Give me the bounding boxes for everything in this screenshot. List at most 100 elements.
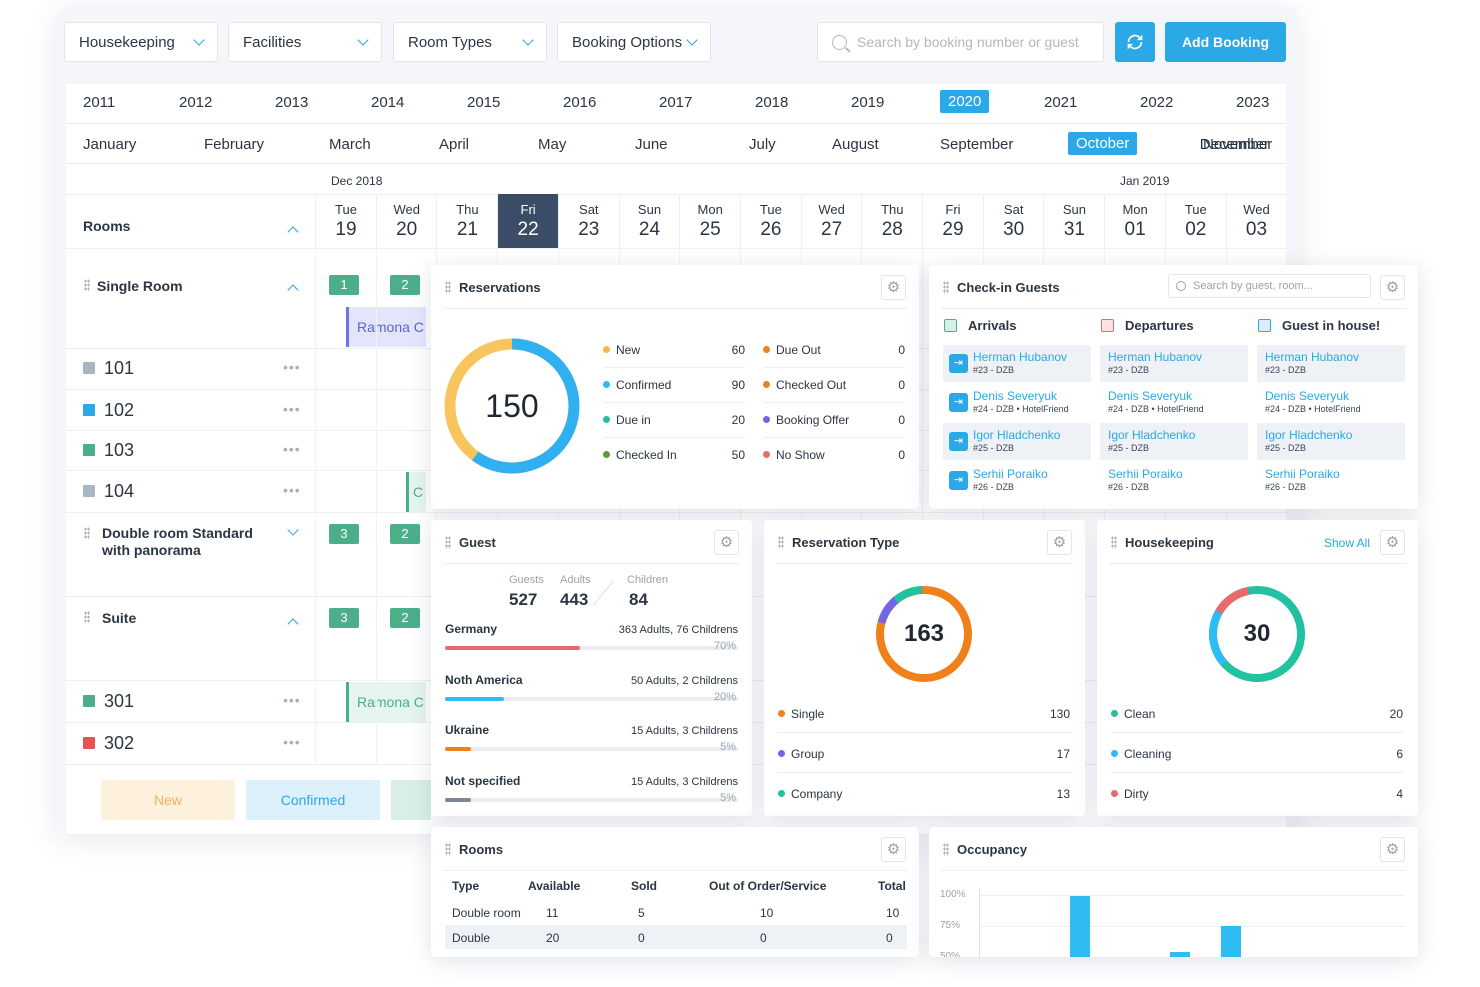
more-icon[interactable]: •••: [283, 482, 301, 498]
more-icon[interactable]: •••: [283, 359, 301, 375]
guest-entry[interactable]: Igor Hladchenko #25 - DZB: [1257, 423, 1405, 460]
day-column[interactable]: Thu 21: [436, 194, 497, 248]
guest-entry[interactable]: Serhii Poraiko #26 - DZB: [1257, 462, 1405, 499]
guest-entry[interactable]: ⇥ Serhii Poraiko #26 - DZB: [943, 462, 1091, 499]
year-2017[interactable]: 2017: [659, 94, 693, 111]
month-march[interactable]: March: [329, 136, 371, 153]
day-column[interactable]: Mon 01: [1104, 194, 1165, 248]
guest-entry[interactable]: ⇥ Herman Hubanov #23 - DZB: [943, 345, 1091, 382]
drag-handle-icon[interactable]: [445, 843, 451, 856]
month-september[interactable]: September: [940, 136, 1014, 153]
day-column[interactable]: Sun 31: [1043, 194, 1104, 248]
room-number[interactable]: 103: [104, 440, 135, 460]
month-january[interactable]: January: [83, 136, 137, 153]
day-column[interactable]: Tue 26: [739, 194, 801, 248]
drag-handle-icon[interactable]: [1111, 536, 1117, 549]
drag-handle-icon[interactable]: [445, 536, 451, 549]
check-in-icon[interactable]: ⇥: [949, 393, 968, 412]
show-all-link[interactable]: Show All: [1323, 536, 1370, 550]
drag-handle-icon[interactable]: [778, 536, 784, 549]
collapse-icon[interactable]: [287, 226, 299, 238]
year-2015[interactable]: 2015: [467, 94, 501, 111]
room-number[interactable]: 102: [104, 400, 135, 420]
year-2011[interactable]: 2011: [83, 94, 116, 111]
booking-options-dropdown[interactable]: Booking Options: [557, 22, 711, 62]
day-column[interactable]: Sat 30: [982, 194, 1044, 248]
year-2021[interactable]: 2021: [1044, 94, 1078, 111]
drag-handle-icon[interactable]: [943, 843, 949, 856]
room-number[interactable]: 101: [104, 358, 135, 378]
year-2014[interactable]: 2014: [371, 94, 405, 111]
year-2022[interactable]: 2022: [1140, 94, 1174, 111]
guest-entry[interactable]: Igor Hladchenko #25 - DZB: [1100, 423, 1248, 460]
gear-icon[interactable]: ⚙: [881, 837, 906, 862]
month-october[interactable]: October: [1068, 132, 1138, 155]
category-single-room[interactable]: Single Room: [97, 278, 183, 294]
room-types-dropdown[interactable]: Room Types: [393, 22, 547, 62]
year-2012[interactable]: 2012: [179, 94, 213, 111]
month-may[interactable]: May: [538, 136, 567, 153]
year-2019[interactable]: 2019: [851, 94, 885, 111]
gear-icon[interactable]: ⚙: [881, 275, 906, 300]
day-column[interactable]: Wed 20: [375, 194, 437, 248]
collapse-icon[interactable]: [287, 284, 299, 296]
day-column[interactable]: Thu 28: [861, 194, 922, 248]
guest-entry[interactable]: Serhii Poraiko #26 - DZB: [1100, 462, 1248, 499]
month-february[interactable]: February: [204, 136, 265, 153]
guest-entry[interactable]: Denis Severyuk #24 - DZB • HotelFriend: [1100, 384, 1248, 421]
more-icon[interactable]: •••: [283, 441, 301, 457]
year-2023[interactable]: 2023: [1236, 94, 1270, 111]
more-icon[interactable]: •••: [283, 734, 301, 750]
reservation-bar[interactable]: Ramona C: [346, 682, 426, 722]
room-number[interactable]: 301: [104, 691, 135, 711]
gear-icon[interactable]: ⚙: [1380, 275, 1405, 300]
category-suite[interactable]: Suite: [102, 610, 137, 626]
housekeeping-dropdown[interactable]: Housekeeping: [64, 22, 218, 62]
room-number[interactable]: 302: [104, 733, 135, 753]
drag-handle-icon[interactable]: [445, 281, 451, 294]
day-column[interactable]: Fri 22: [497, 194, 559, 248]
more-icon[interactable]: •••: [283, 401, 301, 417]
month-august[interactable]: August: [832, 136, 879, 153]
year-2018[interactable]: 2018: [755, 94, 789, 111]
room-number[interactable]: 104: [104, 481, 135, 501]
month-july[interactable]: July: [749, 136, 776, 153]
check-in-icon[interactable]: ⇥: [949, 432, 968, 451]
year-2013[interactable]: 2013: [275, 94, 309, 111]
drag-handle-icon[interactable]: [84, 527, 90, 539]
guest-entry[interactable]: ⇥ Denis Severyuk #24 - DZB • HotelFriend: [943, 384, 1091, 421]
add-booking-button[interactable]: Add Booking: [1165, 22, 1286, 62]
day-column[interactable]: Wed 03: [1225, 194, 1287, 248]
more-icon[interactable]: •••: [283, 692, 301, 708]
gear-icon[interactable]: ⚙: [1380, 837, 1405, 862]
day-column[interactable]: Tue 02: [1164, 194, 1226, 248]
guest-entry[interactable]: Herman Hubanov #23 - DZB: [1100, 345, 1248, 382]
facilities-dropdown[interactable]: Facilities: [228, 22, 382, 62]
category-double-room[interactable]: Double room Standard with panorama: [102, 525, 253, 558]
day-column[interactable]: Mon 25: [679, 194, 740, 248]
gear-icon[interactable]: ⚙: [714, 530, 739, 555]
guest-entry[interactable]: Denis Severyuk #24 - DZB • HotelFriend: [1257, 384, 1405, 421]
month-april[interactable]: April: [439, 136, 470, 153]
guest-search-input[interactable]: Search by guest, room...: [1168, 274, 1371, 298]
booking-search-input[interactable]: Search by booking number or guest: [817, 22, 1104, 62]
gear-icon[interactable]: ⚙: [1047, 530, 1072, 555]
day-column[interactable]: Sun 24: [618, 194, 680, 248]
check-in-icon[interactable]: ⇥: [949, 354, 968, 373]
year-2016[interactable]: 2016: [563, 94, 597, 111]
year-2020[interactable]: 2020: [940, 90, 990, 113]
collapse-icon[interactable]: [287, 618, 299, 630]
month-june[interactable]: June: [635, 136, 668, 153]
day-column[interactable]: Tue 19: [315, 194, 376, 248]
gear-icon[interactable]: ⚙: [1380, 530, 1405, 555]
refresh-button[interactable]: [1115, 22, 1155, 62]
day-column[interactable]: Fri 29: [922, 194, 983, 248]
guest-entry[interactable]: ⇥ Igor Hladchenko #25 - DZB: [943, 423, 1091, 460]
guest-entry[interactable]: Herman Hubanov #23 - DZB: [1257, 345, 1405, 382]
drag-handle-icon[interactable]: [943, 281, 949, 294]
expand-icon[interactable]: [287, 524, 299, 536]
reservation-bar[interactable]: Ramona C: [346, 307, 426, 347]
month-november[interactable]: November: [1203, 136, 1273, 153]
day-column[interactable]: Wed 27: [800, 194, 862, 248]
drag-handle-icon[interactable]: [84, 279, 90, 291]
